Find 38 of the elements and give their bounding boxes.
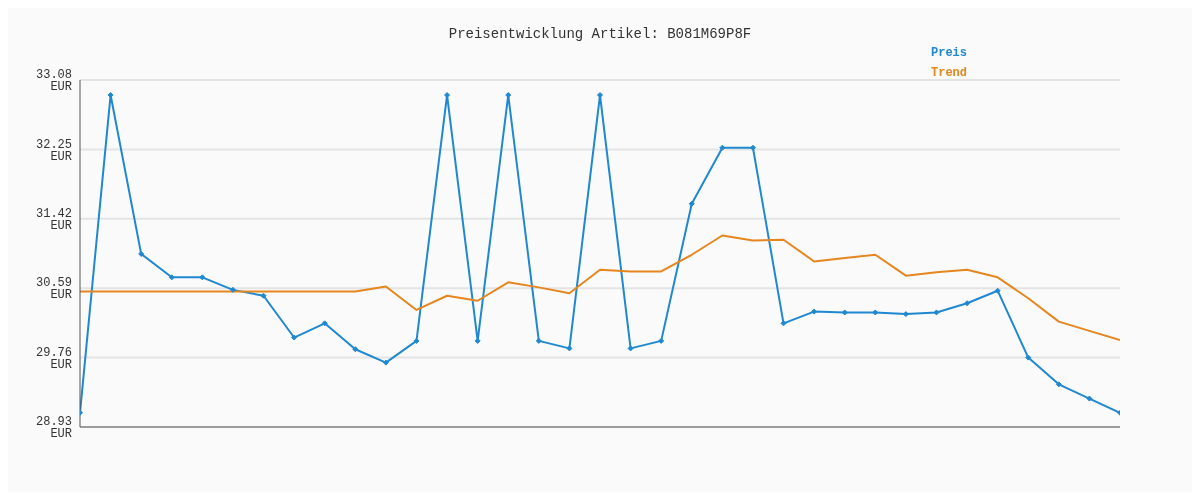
point: [1025, 354, 1032, 361]
point: [199, 274, 206, 281]
point: [658, 337, 665, 344]
point: [260, 292, 267, 299]
point: [841, 309, 848, 316]
point: [933, 309, 940, 316]
chart-title: Preisentwicklung Artikel: B081M69P8F: [447, 26, 753, 42]
point: [413, 337, 420, 344]
point: [168, 274, 175, 281]
point: [566, 345, 573, 352]
text: Preis: [930, 46, 967, 62]
point: [138, 250, 145, 257]
point: [872, 309, 879, 316]
point: [229, 286, 236, 293]
point: [382, 359, 389, 366]
y-tick-label: 31.42 EUR: [35, 207, 72, 234]
y-tick-label: 29.76 EUR: [35, 345, 72, 372]
y-tick-label: 30.59 EUR: [35, 276, 72, 303]
y-tick-label: 32.25 EUR: [35, 137, 72, 164]
y-tick-label: 33.08 EUR: [35, 68, 72, 95]
point: [780, 320, 787, 327]
point: [1055, 381, 1062, 388]
y-tick-label: 28.93 EUR: [35, 415, 72, 442]
point: [352, 346, 359, 353]
point: [291, 334, 298, 341]
point: [719, 144, 726, 151]
point: [749, 144, 756, 151]
point: [627, 345, 634, 352]
point: [964, 300, 971, 307]
point: [902, 311, 909, 318]
point: [321, 320, 328, 327]
line-series: [80, 234, 1120, 342]
point: [1086, 395, 1093, 402]
text: Trend: [930, 66, 967, 82]
point: [811, 308, 818, 315]
point: [688, 200, 695, 207]
point: [535, 337, 542, 344]
point: [994, 287, 1001, 294]
